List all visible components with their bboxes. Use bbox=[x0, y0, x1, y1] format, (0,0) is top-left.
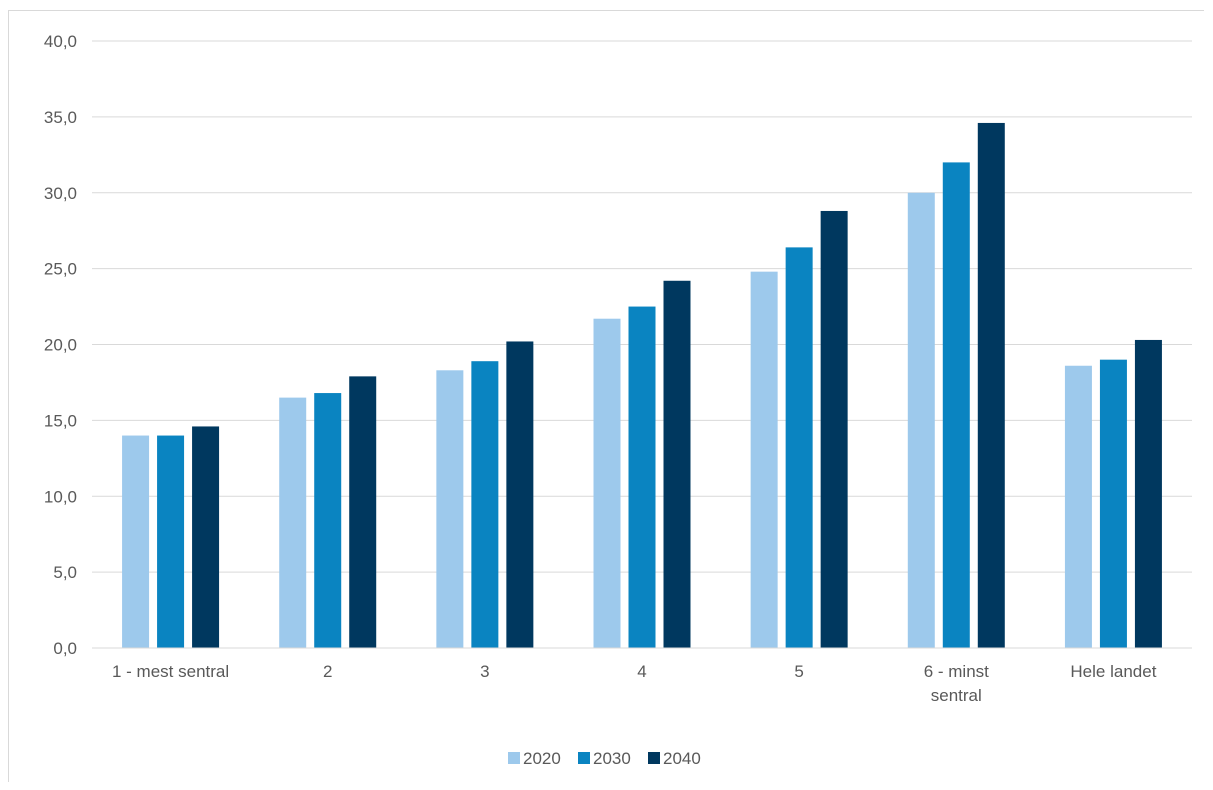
bar bbox=[1135, 340, 1162, 648]
y-tick-label: 15,0 bbox=[44, 411, 77, 430]
bar bbox=[594, 319, 621, 648]
bar bbox=[314, 393, 341, 648]
legend-swatch bbox=[648, 752, 660, 764]
bar bbox=[157, 436, 184, 648]
bar bbox=[943, 162, 970, 648]
y-tick-label: 20,0 bbox=[44, 336, 77, 355]
bar bbox=[279, 398, 306, 648]
y-tick-label: 25,0 bbox=[44, 260, 77, 279]
x-tick-label: 5 bbox=[794, 662, 803, 681]
y-tick-label: 35,0 bbox=[44, 108, 77, 127]
bar bbox=[436, 370, 463, 648]
x-tick-label: Hele landet bbox=[1070, 662, 1156, 681]
x-tick-label: 4 bbox=[637, 662, 646, 681]
bar bbox=[908, 193, 935, 648]
legend-label: 2040 bbox=[663, 749, 701, 768]
x-tick-label: sentral bbox=[931, 686, 982, 705]
bar bbox=[192, 426, 219, 648]
chart-frame: 0,0 5,0 10,0 15,0 20,0 25,0 30,0 35,0 40,0 1 - me… bbox=[8, 10, 1204, 782]
bar bbox=[821, 211, 848, 648]
bar-chart: 0,0 5,0 10,0 15,0 20,0 25,0 30,0 35,0 40,0 1 - me… bbox=[9, 11, 1205, 783]
y-tick-label: 10,0 bbox=[44, 487, 77, 506]
x-tick-label: 2 bbox=[323, 662, 332, 681]
x-tick-label: 3 bbox=[480, 662, 489, 681]
bar bbox=[664, 281, 691, 648]
bar bbox=[122, 436, 149, 648]
y-tick-label: 30,0 bbox=[44, 184, 77, 203]
bar bbox=[1100, 360, 1127, 648]
y-tick-label: 0,0 bbox=[53, 639, 77, 658]
bar bbox=[629, 307, 656, 648]
x-tick-label: 1 - mest sentral bbox=[112, 662, 229, 681]
y-tick-label: 5,0 bbox=[53, 563, 77, 582]
bar bbox=[1065, 366, 1092, 648]
bar bbox=[978, 123, 1005, 648]
x-tick-label: 6 - minst bbox=[924, 662, 989, 681]
legend-swatch bbox=[508, 752, 520, 764]
y-tick-label: 40,0 bbox=[44, 32, 77, 51]
bar bbox=[506, 341, 533, 648]
bar bbox=[349, 376, 376, 648]
legend-swatch bbox=[578, 752, 590, 764]
legend-label: 2030 bbox=[593, 749, 631, 768]
bar bbox=[786, 247, 813, 648]
bar bbox=[751, 272, 778, 648]
legend-label: 2020 bbox=[523, 749, 561, 768]
bar bbox=[471, 361, 498, 648]
